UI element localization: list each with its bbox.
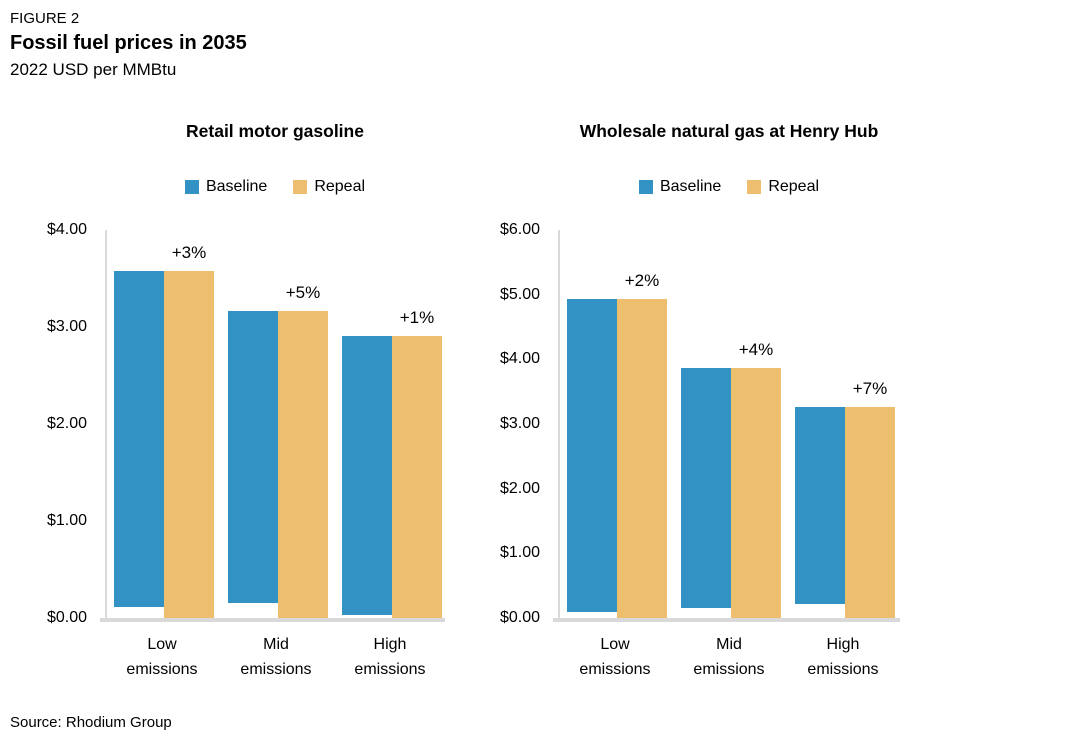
- baseline-swatch-icon: [638, 180, 653, 194]
- y-axis-tick-label: $2.00: [46, 415, 87, 432]
- percent-change-annotation: +2%: [624, 270, 660, 290]
- repeal-swatch-icon: [293, 180, 308, 194]
- y-axis-tick-label: $1.00: [46, 512, 87, 529]
- repeal-swatch-icon: [747, 180, 762, 194]
- bar-series: +3% +5% +1%: [114, 243, 442, 618]
- bar-series: +2% +4% +7%: [567, 271, 895, 618]
- plot-area: +3% +5% +1%: [100, 230, 445, 622]
- bar-group-mid-emissions: +5%: [228, 283, 328, 618]
- figure-header: FIGURE 2 Fossil fuel prices in 2035 2022…: [10, 8, 247, 82]
- chart-title: Retail motor gasoline: [186, 121, 364, 141]
- percent-change-annotation: +4%: [738, 340, 774, 360]
- legend: Baseline Repeal: [558, 178, 900, 196]
- legend-item-repeal: Repeal: [293, 178, 365, 196]
- y-axis: $0.00 $1.00 $2.00 $3.00 $4.00 $5.00 $6.00: [480, 221, 558, 626]
- y-axis-tick-label: $1.00: [499, 544, 540, 562]
- bar-baseline-high-emissions: [795, 407, 845, 605]
- y-axis-tick-label: $5.00: [499, 285, 540, 303]
- bar-group-mid-emissions: +4%: [681, 340, 781, 618]
- bar-baseline-low-emissions: [567, 298, 617, 612]
- plot-row: $0.00 $1.00 $2.00 $3.00 $4.00 +3% +5% +1%: [10, 221, 445, 626]
- percent-change-annotation: +1%: [399, 307, 435, 327]
- page-subtitle: 2022 USD per MMBtu: [10, 60, 177, 79]
- y-axis-tick-label: $0.00: [46, 609, 87, 626]
- plot-row: $0.00 $1.00 $2.00 $3.00 $4.00 $5.00 $6.00 +2% +…: [480, 221, 900, 626]
- percent-change-annotation: +7%: [852, 379, 888, 399]
- bar-group-high-emissions: +1%: [342, 308, 442, 618]
- bar-group-low-emissions: +3%: [114, 243, 214, 618]
- x-axis-category-label: Mid emissions: [693, 636, 765, 678]
- bar-repeal-mid-emissions: +5%: [278, 283, 328, 618]
- x-axis-category-label: Low emissions: [126, 636, 198, 678]
- bar-repeal-low-emissions: +3%: [164, 243, 214, 618]
- x-axis-category-label: Mid emissions: [240, 636, 312, 678]
- figure-label: FIGURE 2: [10, 10, 80, 27]
- bar-repeal-mid-emissions: +4%: [731, 340, 781, 618]
- bar-group-low-emissions: +2%: [567, 271, 667, 618]
- x-axis-category-label: High emissions: [807, 636, 879, 678]
- baseline-swatch-icon: [184, 180, 199, 194]
- legend-item-baseline: Baseline: [638, 178, 722, 196]
- chart-wholesale-natural-gas: Wholesale natural gas at Henry Hub Basel…: [480, 121, 900, 683]
- bar-baseline-mid-emissions: [228, 311, 278, 604]
- x-axis-category-label: Low emissions: [579, 636, 651, 678]
- chart-retail-motor-gasoline: Retail motor gasoline Baseline Repeal $0…: [10, 121, 445, 683]
- legend: Baseline Repeal: [105, 178, 445, 196]
- bar-group-high-emissions: +7%: [795, 379, 895, 618]
- y-axis-tick-label: $4.00: [46, 221, 87, 238]
- percent-change-annotation: +5%: [285, 283, 321, 303]
- legend-item-repeal: Repeal: [747, 178, 819, 196]
- y-axis-tick-label: $0.00: [499, 609, 540, 626]
- y-axis-tick-label: $6.00: [499, 221, 540, 238]
- y-axis-tick-label: $2.00: [499, 479, 540, 497]
- bar-repeal-high-emissions: +7%: [845, 379, 895, 618]
- bar-baseline-low-emissions: [114, 270, 164, 608]
- y-axis: $0.00 $1.00 $2.00 $3.00 $4.00: [10, 221, 105, 626]
- x-axis: Low emissions Mid emissions High emissions: [565, 633, 900, 683]
- bar-repeal-low-emissions: +2%: [617, 271, 667, 618]
- bar-repeal-high-emissions: +1%: [392, 308, 442, 618]
- percent-change-annotation: +3%: [171, 242, 207, 262]
- legend-label: Repeal: [314, 178, 366, 195]
- legend-item-baseline: Baseline: [184, 178, 268, 196]
- bar-baseline-mid-emissions: [681, 368, 731, 608]
- y-axis-tick-label: $3.00: [499, 415, 540, 432]
- x-axis: Low emissions Mid emissions High emissions: [112, 633, 445, 683]
- plot-area: +2% +4% +7%: [553, 230, 900, 622]
- source-note: Source: Rhodium Group: [10, 714, 172, 731]
- legend-label: Baseline: [659, 178, 722, 195]
- y-axis-tick-label: $4.00: [499, 350, 540, 368]
- x-axis-category-label: High emissions: [354, 636, 426, 678]
- y-axis-tick-label: $3.00: [46, 318, 87, 335]
- bar-baseline-high-emissions: [342, 335, 392, 616]
- legend-label: Baseline: [205, 178, 268, 195]
- legend-label: Repeal: [768, 178, 820, 195]
- page-title: Fossil fuel prices in 2035: [10, 32, 247, 54]
- chart-title: Wholesale natural gas at Henry Hub: [579, 121, 879, 141]
